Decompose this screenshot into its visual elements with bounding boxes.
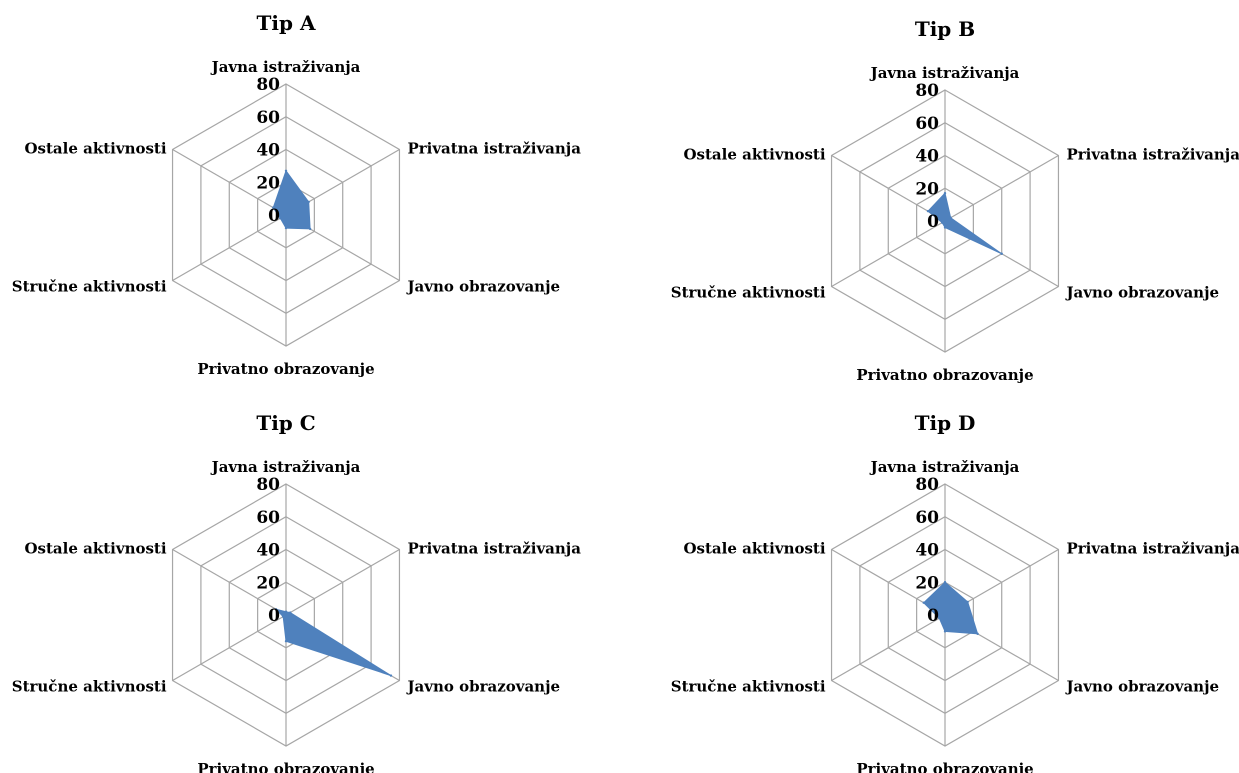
data-point (943, 630, 947, 633)
chart-title: Tip D (915, 411, 976, 435)
tick-label: 60 (915, 114, 939, 134)
data-point (284, 169, 288, 172)
data-point (926, 209, 930, 213)
category-label: Javno obrazovanje (405, 278, 560, 296)
axis-spoke (172, 148, 287, 216)
data-point (289, 611, 292, 614)
category-label: Javno obrazovanje (1064, 284, 1219, 302)
data-point (943, 226, 947, 229)
data-point (308, 227, 312, 231)
category-label: Ostale aktivnosti (24, 540, 166, 558)
axis-spoke (172, 614, 287, 682)
data-point (943, 191, 947, 195)
tick-label: 80 (256, 75, 280, 95)
tick-label: 80 (256, 475, 280, 495)
data-point (389, 674, 393, 677)
tick-label: 40 (256, 141, 280, 161)
category-label: Privatna istraživanja (407, 540, 581, 558)
tick-label: 60 (915, 508, 939, 528)
category-label: Privatna istraživanja (407, 140, 581, 158)
data-point (940, 221, 944, 224)
tick-label: 80 (915, 475, 939, 495)
axis-spoke (831, 154, 946, 222)
category-label: Javna istraživanja (869, 64, 1020, 82)
data-point (274, 608, 278, 611)
tick-label: 20 (915, 573, 939, 593)
category-label: Ostale aktivnosti (24, 140, 166, 158)
data-point (284, 226, 288, 230)
tick-label: 40 (915, 541, 939, 561)
axis-spoke (944, 154, 1059, 222)
category-label: Privatno obrazovanje (856, 760, 1033, 773)
category-label: Privatna istraživanja (1066, 146, 1239, 164)
category-label: Stručne aktivnosti (671, 284, 826, 302)
axis-spoke (831, 614, 946, 682)
tick-label: 20 (256, 173, 280, 193)
category-label: Stručne aktivnosti (12, 278, 167, 296)
category-label: Javno obrazovanje (1064, 678, 1219, 696)
data-point (307, 200, 310, 204)
data-area (927, 192, 1003, 255)
category-label: Javna istraživanja (869, 458, 1020, 476)
tick-label: 40 (915, 147, 939, 167)
data-point (284, 610, 288, 613)
data-point (976, 632, 979, 636)
tick-label: 60 (256, 108, 280, 128)
data-area (274, 608, 392, 677)
data-point (284, 640, 288, 643)
category-label: Privatno obrazovanje (197, 360, 374, 378)
category-label: Stručne aktivnosti (12, 678, 167, 696)
chart-title: Tip B (915, 17, 975, 41)
data-point (943, 581, 947, 584)
category-label: Javna istraživanja (210, 58, 361, 76)
category-label: Javno obrazovanje (405, 678, 560, 696)
tick-label: 0 (927, 606, 939, 626)
data-point (966, 600, 969, 604)
category-label: Privatno obrazovanje (197, 760, 374, 773)
chart-title: Tip A (257, 11, 316, 35)
axis-spoke (172, 548, 287, 616)
category-label: Ostale aktivnosti (683, 146, 825, 164)
axis-spoke (172, 214, 287, 282)
category-label: Ostale aktivnosti (683, 540, 825, 558)
tick-label: 0 (268, 206, 280, 226)
data-point (1000, 252, 1003, 255)
tick-label: 0 (927, 212, 939, 232)
data-point (281, 615, 285, 618)
category-label: Javna istraživanja (210, 458, 361, 476)
tick-label: 80 (915, 81, 939, 101)
axis-spoke (285, 548, 400, 616)
data-point (949, 216, 952, 219)
data-point (272, 206, 275, 209)
tick-label: 20 (915, 179, 939, 199)
axis-spoke (831, 220, 946, 288)
data-point (279, 217, 282, 220)
data-point (922, 601, 925, 604)
data-point (938, 617, 941, 620)
chart-title: Tip C (256, 411, 315, 435)
category-label: Privatna istraživanja (1066, 540, 1239, 558)
tick-label: 40 (256, 541, 280, 561)
tick-label: 60 (256, 508, 280, 528)
tick-label: 20 (256, 573, 280, 593)
category-label: Privatno obrazovanje (856, 366, 1033, 384)
tick-label: 0 (268, 606, 280, 626)
category-label: Stručne aktivnosti (671, 678, 826, 696)
